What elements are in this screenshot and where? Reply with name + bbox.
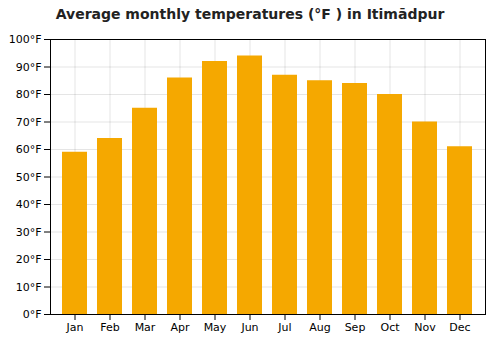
svg-text:Sep: Sep (345, 321, 366, 334)
svg-text:Mar: Mar (135, 321, 156, 334)
svg-text:50°F: 50°F (16, 171, 42, 184)
svg-text:Oct: Oct (380, 321, 400, 334)
svg-text:60°F: 60°F (16, 143, 42, 156)
svg-text:10°F: 10°F (16, 281, 42, 294)
svg-text:90°F: 90°F (16, 61, 42, 74)
svg-text:Dec: Dec (449, 321, 470, 334)
svg-text:40°F: 40°F (16, 198, 42, 211)
svg-text:80°F: 80°F (16, 88, 42, 101)
svg-text:100°F: 100°F (9, 33, 42, 46)
svg-text:Feb: Feb (100, 321, 119, 334)
svg-text:Aug: Aug (309, 321, 330, 334)
svg-text:Nov: Nov (414, 321, 436, 334)
svg-text:70°F: 70°F (16, 116, 42, 129)
svg-text:Jun: Jun (240, 321, 258, 334)
svg-text:20°F: 20°F (16, 253, 42, 266)
svg-text:May: May (204, 321, 227, 334)
svg-text:Jul: Jul (277, 321, 291, 334)
svg-text:Apr: Apr (170, 321, 190, 334)
html-text:Average monthly temperatures (: Average monthly temperatures (°F ) in It… (55, 6, 445, 22)
svg-text:Jan: Jan (66, 321, 84, 334)
svg-text:0°F: 0°F (23, 308, 42, 321)
svg-text:30°F: 30°F (16, 226, 42, 239)
